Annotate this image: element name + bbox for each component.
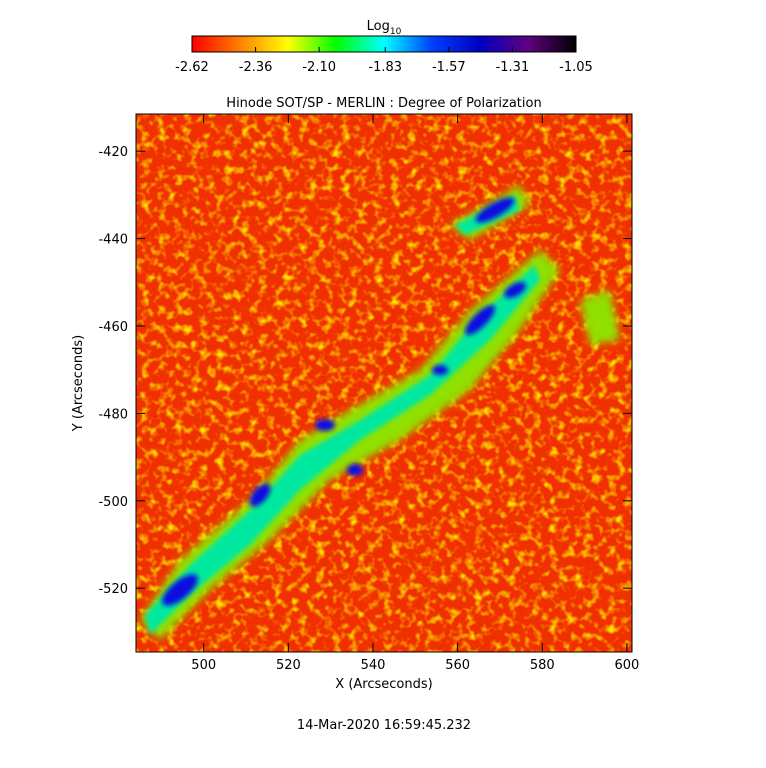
y-axis-label: Y (Arcseconds) [71,335,86,432]
y-tick-label: -500 [98,495,128,510]
y-tick-label: -420 [98,145,128,160]
y-tick-label: -520 [98,582,128,597]
colorbar-label: Log10 [367,19,402,37]
y-tick-label: -460 [98,320,128,335]
x-tick-label: 580 [530,658,555,673]
x-tick-label: 600 [615,658,640,673]
plot-frame [135,113,633,653]
colorbar-tick-label: -1.83 [368,60,402,75]
chart-title: Hinode SOT/SP - MERLIN : Degree of Polar… [226,96,541,111]
colorbar [191,35,577,53]
x-tick-label: 500 [191,658,216,673]
footer: 14-Mar-2020 16:59:45.232 [297,718,471,733]
x-tick-label: 540 [361,658,386,673]
colorbar-tick-label: -1.31 [496,60,530,75]
y-tick-label: -480 [98,407,128,422]
x-tick-label: 560 [445,658,470,673]
colorbar-tick-label: -1.57 [432,60,466,75]
map-image [136,114,632,652]
colorbar-tick-label: -2.36 [239,60,273,75]
colorbar-tick-label: -1.05 [559,60,593,75]
y-tick-label: -440 [98,233,128,248]
colorbar-tick-label: -2.10 [302,60,336,75]
x-axis-label: X (Arcseconds) [335,677,432,692]
colorbar-tick-label: -2.62 [175,60,209,75]
x-tick-label: 520 [276,658,301,673]
